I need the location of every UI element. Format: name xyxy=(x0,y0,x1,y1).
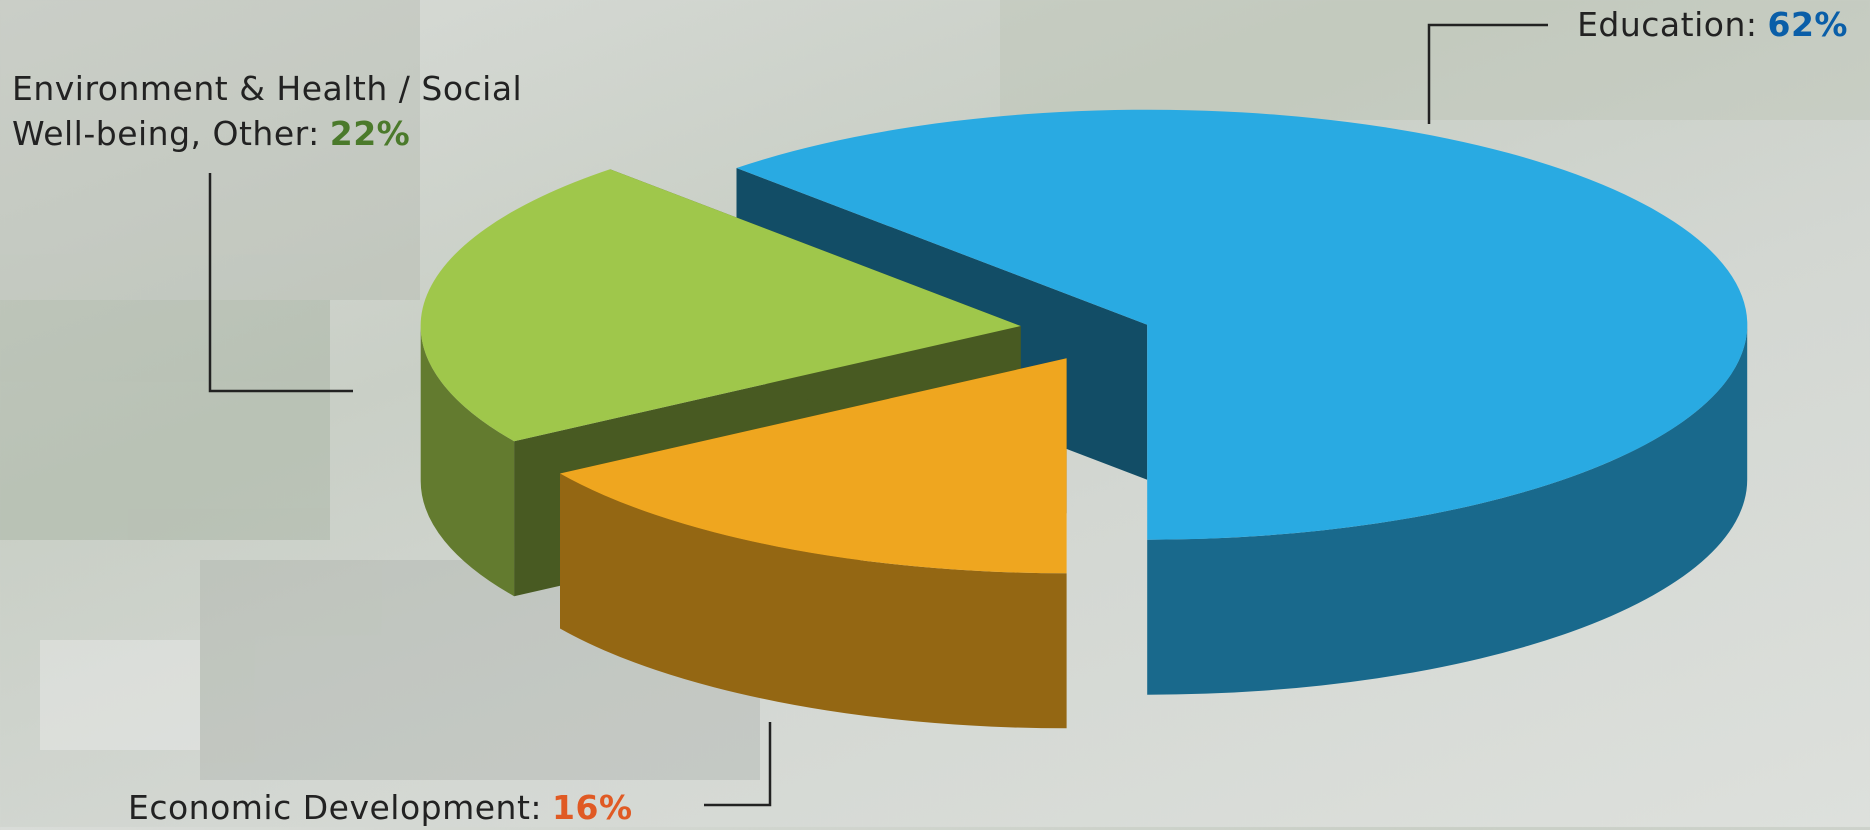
label: Economic Development: 16% xyxy=(128,785,633,830)
label-value: 16% xyxy=(552,788,633,827)
pie xyxy=(421,110,1748,729)
label-name: Environment & Health / Social Well-being… xyxy=(12,69,522,153)
label: Education: 62% xyxy=(1577,2,1848,47)
label-name: Education: xyxy=(1577,5,1757,44)
bg-area xyxy=(0,300,330,540)
page: Education: 62% Economic Development: 16% E… xyxy=(0,0,1870,827)
bg-area xyxy=(40,640,200,750)
label-value: 22% xyxy=(330,114,411,153)
label-value: 62% xyxy=(1768,5,1849,44)
label: Environment & Health / Social Well-being… xyxy=(12,66,552,156)
label-name: Economic Development: xyxy=(128,788,542,827)
